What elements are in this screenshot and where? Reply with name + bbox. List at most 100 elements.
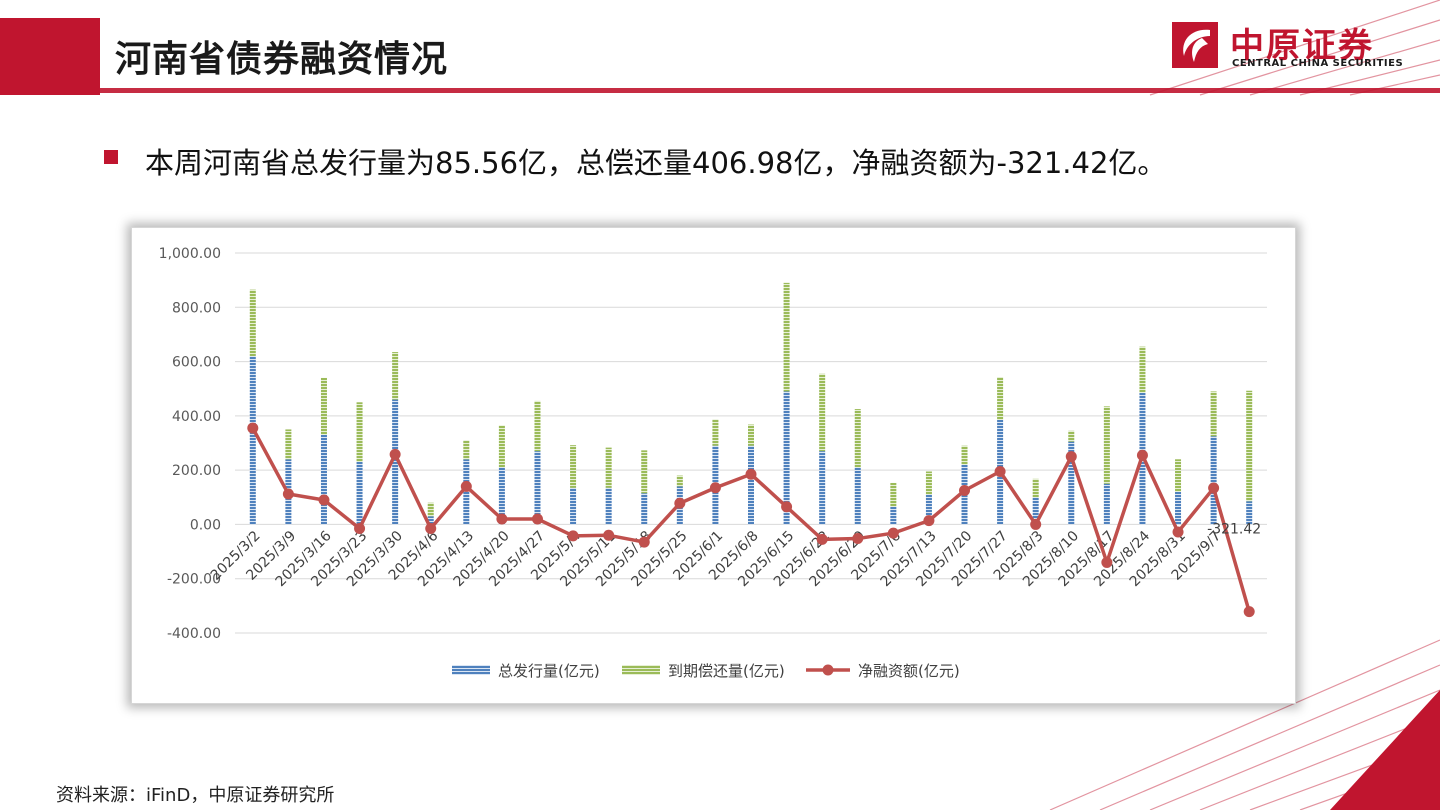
bar-issue: [1032, 497, 1039, 525]
net-point: [460, 480, 472, 492]
net-point: [247, 422, 259, 434]
bar-repay: [463, 440, 470, 460]
bar-issue: [641, 493, 648, 525]
bar-repay: [1210, 391, 1217, 437]
y-tick-label: 600.00: [172, 355, 221, 371]
corner-red-triangle: [1330, 690, 1440, 810]
bar-issue: [925, 494, 932, 525]
net-point: [1243, 606, 1255, 618]
net-point: [887, 527, 899, 539]
bar-repay: [498, 425, 505, 468]
data-label: -321.42: [1207, 521, 1261, 537]
y-tick-label: 1,000.00: [159, 246, 221, 262]
bar-issue: [320, 434, 327, 525]
y-tick-label: 200.00: [172, 463, 221, 479]
bar-issue: [1246, 501, 1253, 525]
brand-logo: 中原证券 CENTRAL CHINA SECURITIES: [1172, 22, 1412, 72]
page-title: 河南省债券融资情况: [115, 39, 449, 80]
y-tick-label: -200.00: [167, 572, 221, 588]
bar-repay: [1068, 430, 1075, 442]
net-point: [425, 523, 437, 534]
bar-issue: [1175, 491, 1182, 525]
y-tick-label: -400.00: [167, 626, 221, 642]
bar-repay: [605, 447, 612, 488]
bar-repay: [320, 377, 327, 435]
bond-financing-chart: 1,000.00 800.00 600.00 400.00 200.00 0.00 -200…: [159, 246, 1267, 680]
bullet-square: [104, 150, 118, 164]
net-point: [781, 501, 793, 513]
bar-repay: [427, 502, 434, 517]
source-note: 资料来源：iFinD，中原证券研究所: [56, 785, 335, 806]
logo-emblem-icon: [1172, 22, 1218, 68]
legend-swatch-issue: [452, 665, 490, 675]
bar-repay: [854, 409, 861, 468]
bar-repay: [570, 445, 577, 488]
bar-repay: [890, 482, 897, 507]
bar-repay: [285, 429, 292, 460]
bar-issue: [392, 399, 399, 525]
bar-issue: [605, 487, 612, 525]
bar-issue: [1103, 483, 1110, 525]
bar-repay: [819, 373, 826, 452]
summary-text: 本周河南省总发行量为85.56亿，总偿还量406.98亿，净融资额为-321.4…: [145, 146, 1167, 180]
bar-repay: [356, 402, 363, 462]
header-red-block: [0, 18, 100, 95]
bar-repay: [1139, 346, 1146, 393]
bar-repay: [534, 400, 541, 452]
y-tick-label: 0.00: [190, 517, 221, 533]
net-point: [674, 497, 686, 509]
bar-repay: [1175, 459, 1182, 492]
net-point: [994, 466, 1006, 477]
chart-frame: 1,000.00 800.00 600.00 400.00 200.00 0.00 -200…: [131, 227, 1296, 704]
bar-issue: [249, 356, 256, 525]
net-point: [354, 523, 366, 534]
corner-lines-top: [1149, 0, 1440, 96]
bar-issue: [534, 451, 541, 525]
bar-repay: [1246, 390, 1253, 502]
net-point: [1136, 449, 1148, 461]
bar-repay: [1103, 406, 1110, 484]
bar-issue: [427, 516, 434, 525]
bar-repay: [1032, 478, 1039, 498]
net-point: [531, 513, 543, 525]
legend-swatch-repay: [622, 665, 660, 675]
bar-issue: [356, 462, 363, 525]
bar-issue: [783, 391, 790, 525]
net-point: [959, 485, 971, 496]
logo-english-name: CENTRAL CHINA SECURITIES: [1232, 58, 1404, 69]
bar-repay: [712, 419, 719, 446]
bar-issue: [890, 506, 897, 525]
net-point: [389, 448, 401, 460]
logo-chinese-name: 中原证券: [1230, 26, 1374, 66]
bar-issue: [854, 467, 861, 525]
bar-repay: [641, 450, 648, 494]
net-point: [1101, 556, 1113, 568]
net-point: [567, 530, 579, 542]
legend-label-net: 净融资额(亿元): [858, 662, 960, 680]
bar-issue: [819, 451, 826, 525]
bar-repay: [783, 282, 790, 392]
net-point: [318, 494, 330, 506]
bar-repay: [961, 445, 968, 465]
bar-repay: [925, 471, 932, 495]
bar-issue: [1210, 436, 1217, 525]
net-point: [1065, 451, 1077, 463]
bar-repay: [748, 424, 754, 446]
bar-repay: [676, 475, 683, 487]
net-point: [496, 513, 508, 525]
net-point: [923, 515, 935, 527]
bar-issue: [498, 467, 505, 525]
net-point: [1208, 482, 1220, 494]
net-point: [816, 533, 828, 545]
net-point: [1172, 526, 1184, 538]
bar-repay: [997, 377, 1004, 420]
net-point: [282, 488, 294, 500]
net-point: [1030, 518, 1042, 530]
net-point: [852, 533, 864, 545]
net-point: [709, 482, 721, 494]
legend-marker-net: [822, 664, 834, 676]
legend-label-repay: 到期偿还量(亿元): [668, 662, 785, 680]
bar-repay: [249, 289, 256, 357]
legend-label-issue: 总发行量(亿元): [498, 662, 600, 680]
